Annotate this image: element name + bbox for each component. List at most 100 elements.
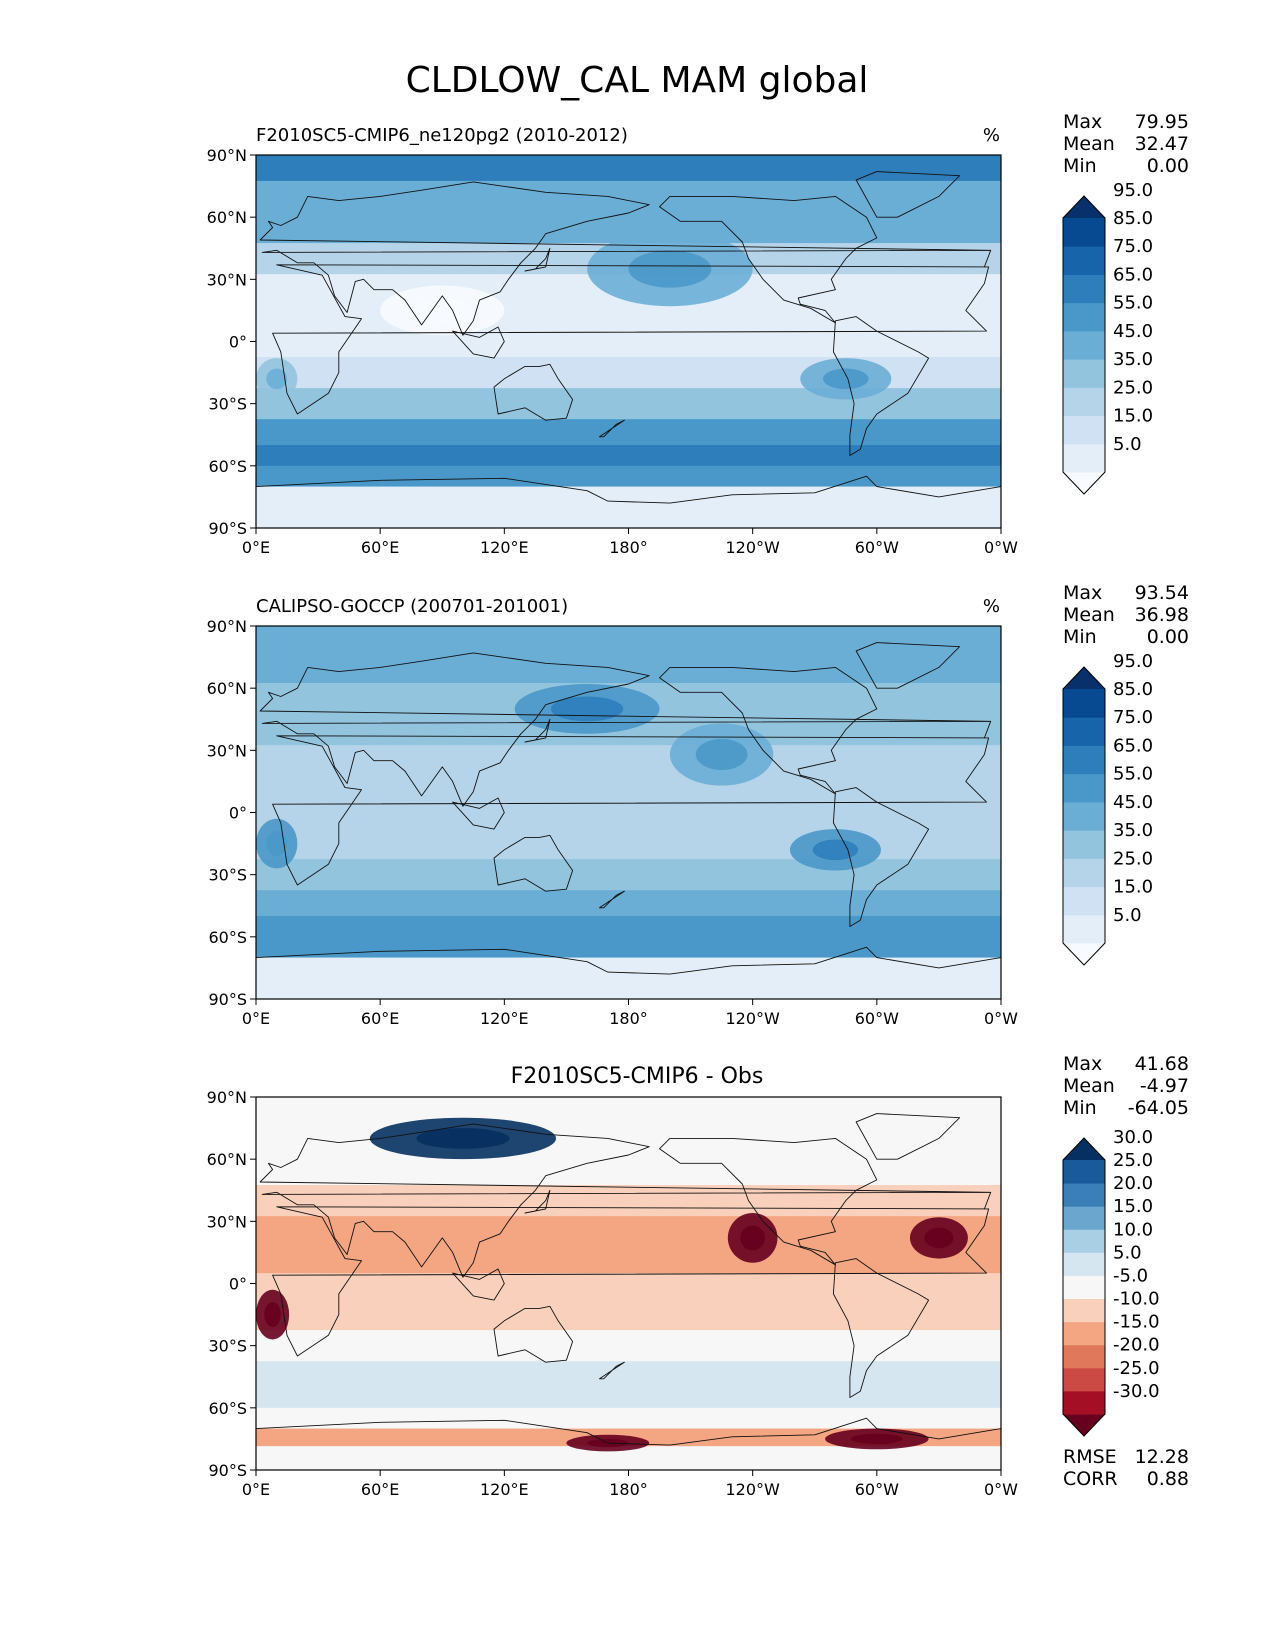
map xyxy=(256,626,1001,999)
lat-band xyxy=(256,890,1001,917)
lat-band xyxy=(256,1330,1001,1362)
coastline-greenland xyxy=(855,642,961,689)
lat-band xyxy=(256,626,1001,656)
stats-block: Max 93.54 Mean 36.98 Min 0.00 xyxy=(1063,582,1189,648)
colorbar-outline xyxy=(1062,195,1106,495)
coastline-south-america xyxy=(832,787,930,927)
colorbar-label: 55.0 xyxy=(1113,764,1153,785)
lat-band xyxy=(256,745,1001,777)
coastline-australia xyxy=(493,1305,574,1363)
lat-band xyxy=(256,1185,1001,1217)
y-tick-label: 60°N xyxy=(207,679,247,698)
colorbar-segment xyxy=(1063,745,1105,775)
colorbar-label: 65.0 xyxy=(1113,264,1153,285)
lat-band xyxy=(256,305,1001,332)
colorbar-label: 65.0 xyxy=(1113,735,1153,756)
colorbar-label: 85.0 xyxy=(1113,208,1153,229)
coastline-maritime-continent xyxy=(452,326,505,359)
y-tick-label: 30°N xyxy=(207,741,247,760)
y-tick-label: 60°S xyxy=(208,1399,247,1418)
stat-value: 41.68 xyxy=(1135,1053,1189,1075)
coastline-new-zealand xyxy=(599,1361,625,1380)
x-tick-label: 0°E xyxy=(242,1480,270,1499)
x-tick-label: 0°E xyxy=(242,1009,270,1028)
coastline-africa xyxy=(272,735,990,886)
y-tick-label: 30°S xyxy=(208,395,247,414)
lat-band xyxy=(256,1273,1001,1300)
panel-title: CALIPSO-GOCCP (200701-201001) xyxy=(256,596,568,617)
colorbar-label: 30.0 xyxy=(1113,1127,1153,1148)
colorbar-segment xyxy=(1063,858,1105,888)
coastline-new-zealand xyxy=(599,890,625,909)
x-tick-label: 120°W xyxy=(725,1009,780,1028)
stat-value: 0.00 xyxy=(1147,626,1189,648)
colorbar-extend-max xyxy=(1063,1138,1105,1160)
colorbar-segment xyxy=(1063,1275,1105,1300)
lat-band xyxy=(256,1216,1001,1248)
regional-anomaly-core xyxy=(411,297,474,323)
stat-value: 36.98 xyxy=(1135,604,1189,626)
coastline-japan xyxy=(524,1189,551,1214)
stat-label: Max xyxy=(1063,1053,1102,1075)
regional-anomaly-core xyxy=(266,368,288,390)
y-tick-label: 0° xyxy=(229,804,247,823)
lat-band xyxy=(256,1247,1001,1274)
x-tick-label: 180° xyxy=(609,538,648,557)
x-tick-label: 0°W xyxy=(984,1480,1018,1499)
lat-band xyxy=(256,802,1001,829)
colorbar-segment xyxy=(1063,415,1105,445)
y-tick-label: 60°S xyxy=(208,457,247,476)
panel-title: F2010SC5-CMIP6 - Obs xyxy=(511,1064,764,1089)
coastline-new-zealand xyxy=(599,419,625,438)
coastline-antarctica xyxy=(256,946,1001,999)
coastline-africa xyxy=(272,264,990,415)
y-tick-label: 30°N xyxy=(207,270,247,289)
field xyxy=(256,626,1001,999)
colorbar-segment xyxy=(1063,717,1105,746)
colorbar-extend-min xyxy=(1063,1414,1105,1436)
lat-band xyxy=(256,1126,1001,1155)
panel-observation: CALIPSO-GOCCP (200701-201001) % Max 93.54… xyxy=(207,582,1189,1028)
error-stat-label: RMSE xyxy=(1063,1446,1117,1468)
y-tick-label: 60°N xyxy=(207,1150,247,1169)
regional-anomaly-core xyxy=(628,250,712,288)
field xyxy=(256,155,1001,528)
colorbar-label: 35.0 xyxy=(1113,820,1153,841)
colorbar-segment xyxy=(1063,1321,1105,1346)
lat-band xyxy=(256,1299,1001,1331)
colorbar-label: -30.0 xyxy=(1113,1381,1160,1402)
error-stats-block: RMSE 12.28 CORR 0.88 xyxy=(1063,1446,1189,1490)
colorbar-segment xyxy=(1063,914,1105,944)
map-axes: 0°E 60°E 120°E 180° 120°W 60°W 0°W 90°N 60°N 30°N… xyxy=(207,1088,1019,1499)
y-tick-label: 30°S xyxy=(208,866,247,885)
y-tick-label: 30°N xyxy=(207,1212,247,1231)
lat-band xyxy=(256,655,1001,684)
regional-anomaly-core xyxy=(266,831,288,857)
colorbar-segment xyxy=(1063,359,1105,388)
regional-anomaly-core xyxy=(823,368,869,390)
x-tick-label: 60°E xyxy=(361,1480,399,1499)
colorbar-segment xyxy=(1063,1206,1105,1230)
colorbar-label: -25.0 xyxy=(1113,1358,1160,1379)
colorbar-segment xyxy=(1063,1367,1105,1392)
colorbar-label: 5.0 xyxy=(1113,434,1142,455)
coastline-north-america xyxy=(659,1137,878,1266)
stat-label: Min xyxy=(1063,155,1097,177)
x-tick-label: 180° xyxy=(609,1009,648,1028)
coastline-north-america xyxy=(659,195,878,324)
lat-band xyxy=(256,180,1001,213)
coastline-antarctica xyxy=(256,1417,1001,1470)
y-tick-label: 90°N xyxy=(207,1088,247,1107)
colorbar-segment xyxy=(1063,302,1105,332)
lat-band xyxy=(256,465,1001,488)
x-tick-label: 60°W xyxy=(855,538,899,557)
units-label: % xyxy=(983,125,1000,146)
colorbar-label: 5.0 xyxy=(1113,1242,1142,1263)
x-tick-label: 120°W xyxy=(725,1480,780,1499)
stats-block: Max 79.95 Mean 32.47 Min 0.00 xyxy=(1063,111,1189,177)
y-tick-label: 90°N xyxy=(207,617,247,636)
colorbar-segment xyxy=(1063,773,1105,803)
colorbar-segment xyxy=(1063,330,1105,360)
stat-value: 79.95 xyxy=(1135,111,1189,133)
